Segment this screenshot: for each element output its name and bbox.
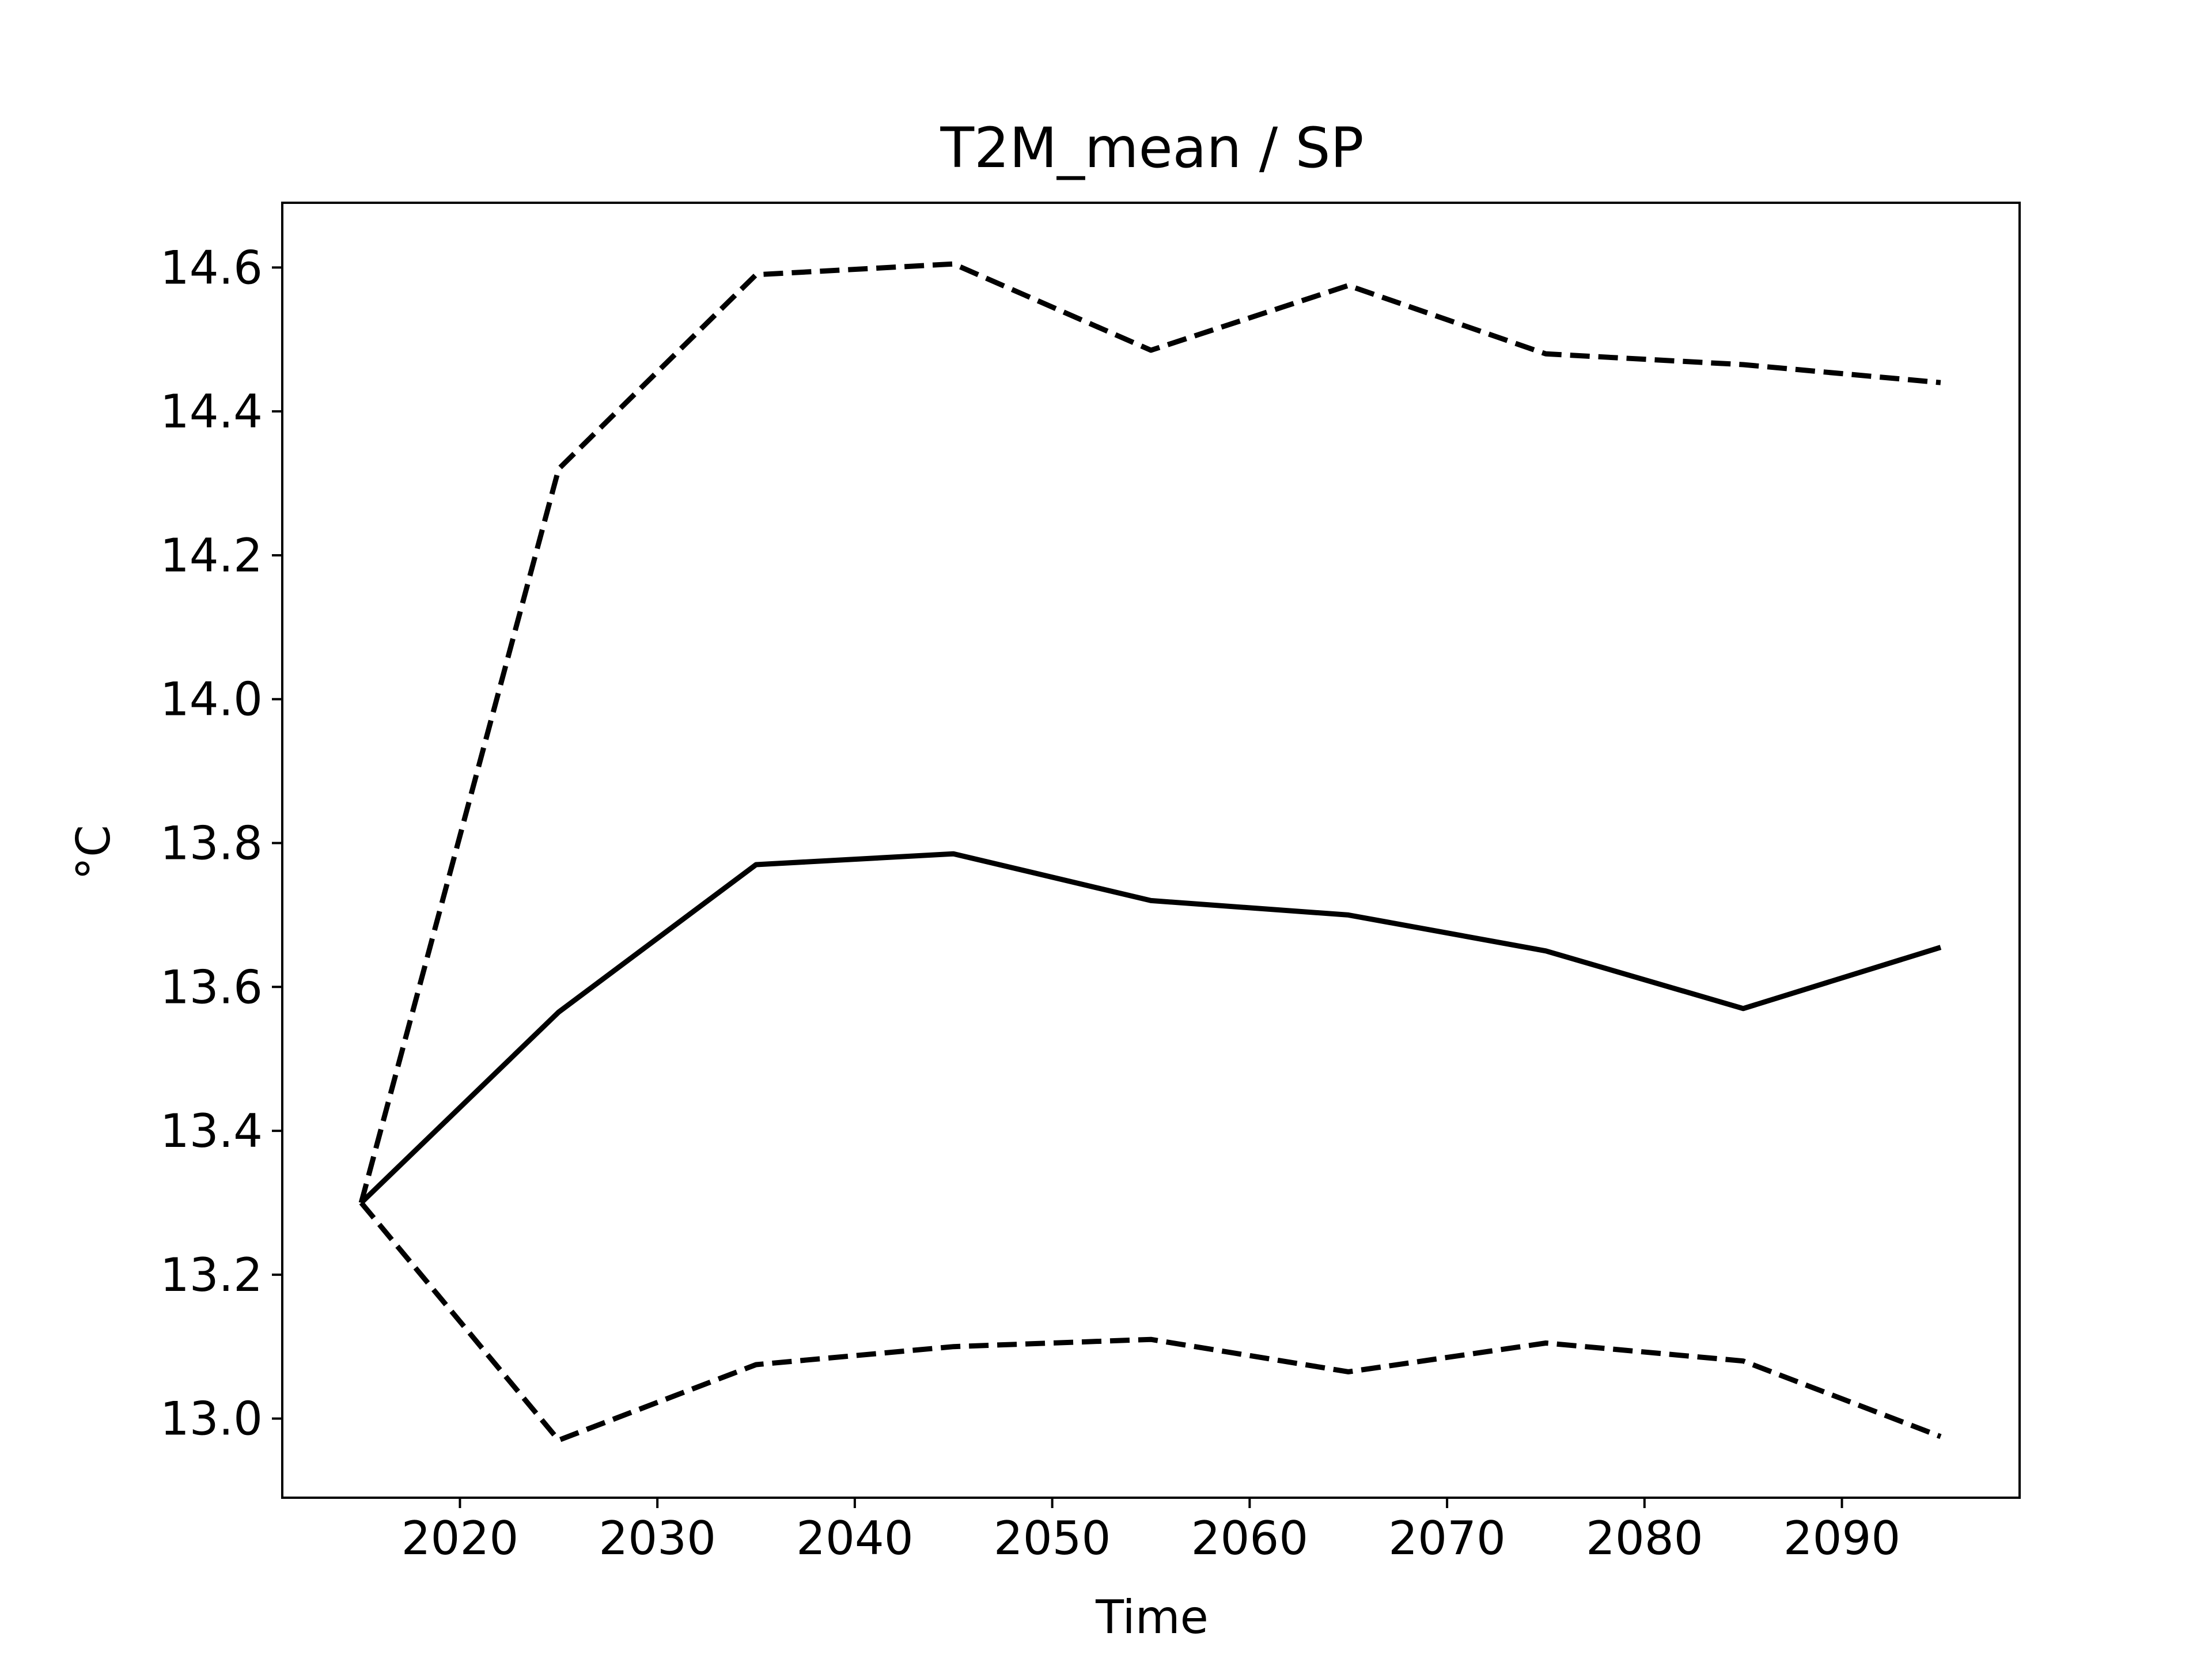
x-tick-label: 2080 [1586, 1512, 1703, 1565]
x-tick-label: 2020 [402, 1512, 519, 1565]
x-tick-label: 2090 [1783, 1512, 1901, 1565]
series-2-line [359, 1201, 1942, 1443]
y-tick-label: 14.6 [160, 241, 263, 294]
y-tick-label: 14.0 [160, 673, 263, 726]
x-tick-label: 2070 [1388, 1512, 1506, 1565]
x-axis-label: Time [1095, 1590, 1209, 1644]
series-layer [358, 261, 1942, 1443]
x-axis-ticks: 2020 2030 2040 2050 2060 2070 2080 2090 [402, 1498, 1901, 1565]
series-1-line [358, 261, 1941, 1204]
y-tick-label: 13.0 [160, 1392, 263, 1446]
y-tick-label: 13.8 [160, 817, 263, 870]
chart-title: T2M_mean / SP [940, 116, 1364, 180]
x-tick-label: 2060 [1191, 1512, 1309, 1565]
plot-area-frame [281, 202, 2021, 1499]
y-axis-label: °C [67, 825, 120, 880]
y-axis-ticks: 13.0 13.2 13.4 13.6 13.8 14.0 14.2 14.4 14.6 [160, 241, 282, 1446]
x-tick-label: 2040 [796, 1512, 914, 1565]
y-tick-label: 13.2 [160, 1248, 263, 1302]
y-tick-label: 13.6 [160, 960, 263, 1014]
x-tick-label: 2050 [994, 1512, 1111, 1565]
y-tick-label: 14.2 [160, 529, 263, 582]
y-tick-label: 13.4 [160, 1104, 263, 1158]
series-0-line [359, 851, 1942, 1205]
y-tick-label: 14.4 [160, 385, 263, 438]
x-tick-label: 2030 [599, 1512, 716, 1565]
